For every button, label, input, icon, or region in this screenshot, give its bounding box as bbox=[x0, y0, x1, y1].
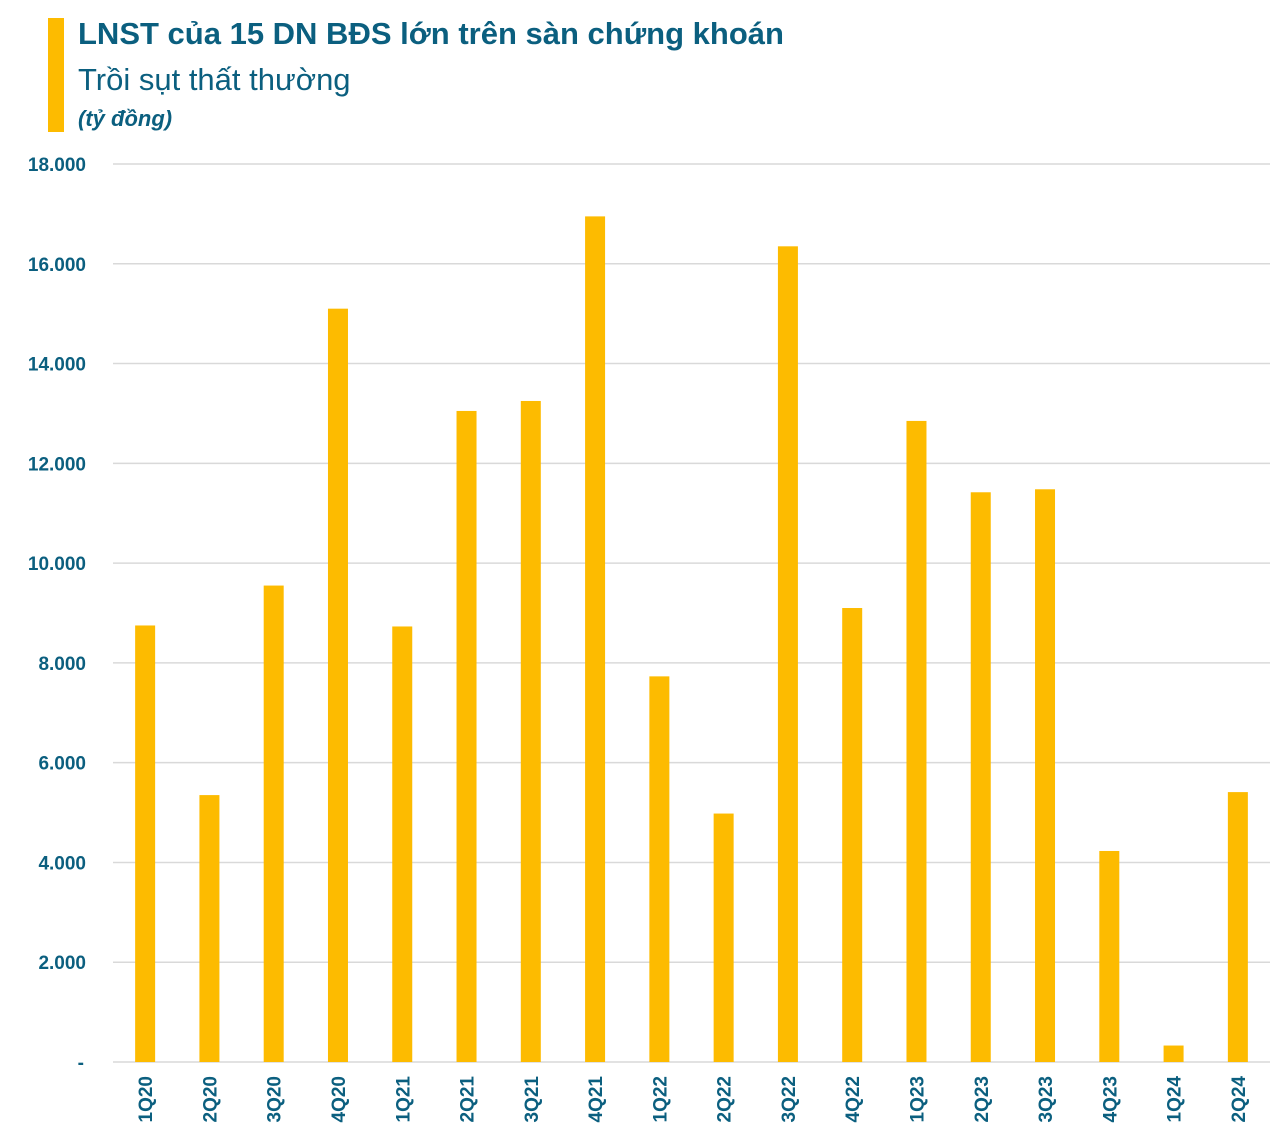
bar-2q23 bbox=[970, 492, 991, 1062]
bar-4q20 bbox=[327, 308, 348, 1063]
y-axis: - 2.000 4.000 6.000 8.000 10.000 12.000 14.000 1… bbox=[28, 155, 86, 1074]
bar-1q20 bbox=[135, 625, 156, 1062]
bar-4q21 bbox=[585, 216, 606, 1063]
x-axis: 1Q20 2Q20 3Q20 4Q20 1Q21 2Q21 3Q21 4Q21 1Q22 2Q22… bbox=[136, 1076, 1250, 1123]
x-tick-label: 4Q20 bbox=[329, 1076, 350, 1122]
title-accent-bar bbox=[48, 18, 64, 132]
chart-title: LNST của 15 DN BĐS lớn trên sàn chứng kh… bbox=[78, 16, 784, 51]
bar-1q22 bbox=[649, 676, 670, 1062]
bar-3q21 bbox=[520, 400, 541, 1062]
chart-unit: (tỷ đồng) bbox=[78, 106, 173, 131]
y-tick-label: 10.000 bbox=[28, 554, 86, 575]
y-tick-label: - bbox=[78, 1053, 84, 1074]
bar-1q24 bbox=[1163, 1045, 1184, 1062]
x-tick-label: 1Q23 bbox=[907, 1076, 928, 1122]
y-tick-label: 4.000 bbox=[38, 853, 86, 874]
x-tick-label: 3Q21 bbox=[522, 1076, 543, 1123]
bar-2q24 bbox=[1227, 792, 1248, 1062]
bar-4q23 bbox=[1099, 850, 1120, 1062]
x-tick-label: 2Q20 bbox=[200, 1076, 221, 1122]
y-tick-label: 8.000 bbox=[38, 654, 86, 675]
x-tick-label: 2Q24 bbox=[1229, 1076, 1250, 1123]
x-tick-label: 3Q23 bbox=[1036, 1076, 1057, 1122]
bar-2q22 bbox=[713, 813, 734, 1062]
gridlines bbox=[113, 163, 1270, 1063]
y-tick-label: 14.000 bbox=[28, 355, 86, 376]
bar-3q23 bbox=[1035, 489, 1056, 1063]
x-tick-label: 4Q23 bbox=[1100, 1076, 1121, 1122]
x-tick-label: 4Q22 bbox=[843, 1076, 864, 1122]
y-tick-label: 2.000 bbox=[38, 953, 86, 974]
y-tick-label: 6.000 bbox=[38, 754, 86, 775]
x-tick-label: 1Q22 bbox=[650, 1076, 671, 1122]
x-tick-label: 3Q22 bbox=[779, 1076, 800, 1122]
x-tick-label: 1Q24 bbox=[1165, 1076, 1186, 1123]
bar-1q21 bbox=[392, 626, 413, 1062]
bar-2q20 bbox=[199, 795, 220, 1062]
bar-3q22 bbox=[777, 246, 798, 1063]
x-tick-label: 2Q22 bbox=[715, 1076, 736, 1122]
y-tick-label: 18.000 bbox=[28, 155, 86, 176]
x-tick-label: 1Q20 bbox=[136, 1076, 157, 1122]
x-tick-label: 2Q21 bbox=[458, 1076, 479, 1123]
bar-3q20 bbox=[263, 585, 284, 1062]
y-tick-label: 12.000 bbox=[28, 454, 86, 475]
bar-1q23 bbox=[906, 420, 927, 1063]
x-tick-label: 3Q20 bbox=[265, 1076, 286, 1122]
chart-subtitle: Trồi sụt thất thường bbox=[78, 62, 351, 97]
bar-2q21 bbox=[456, 410, 477, 1062]
x-tick-label: 2Q23 bbox=[972, 1076, 993, 1122]
x-tick-label: 1Q21 bbox=[393, 1076, 414, 1123]
bar-4q22 bbox=[842, 608, 863, 1062]
bars bbox=[135, 216, 1248, 1063]
x-tick-label: 4Q21 bbox=[586, 1076, 607, 1123]
y-tick-label: 16.000 bbox=[28, 255, 86, 276]
